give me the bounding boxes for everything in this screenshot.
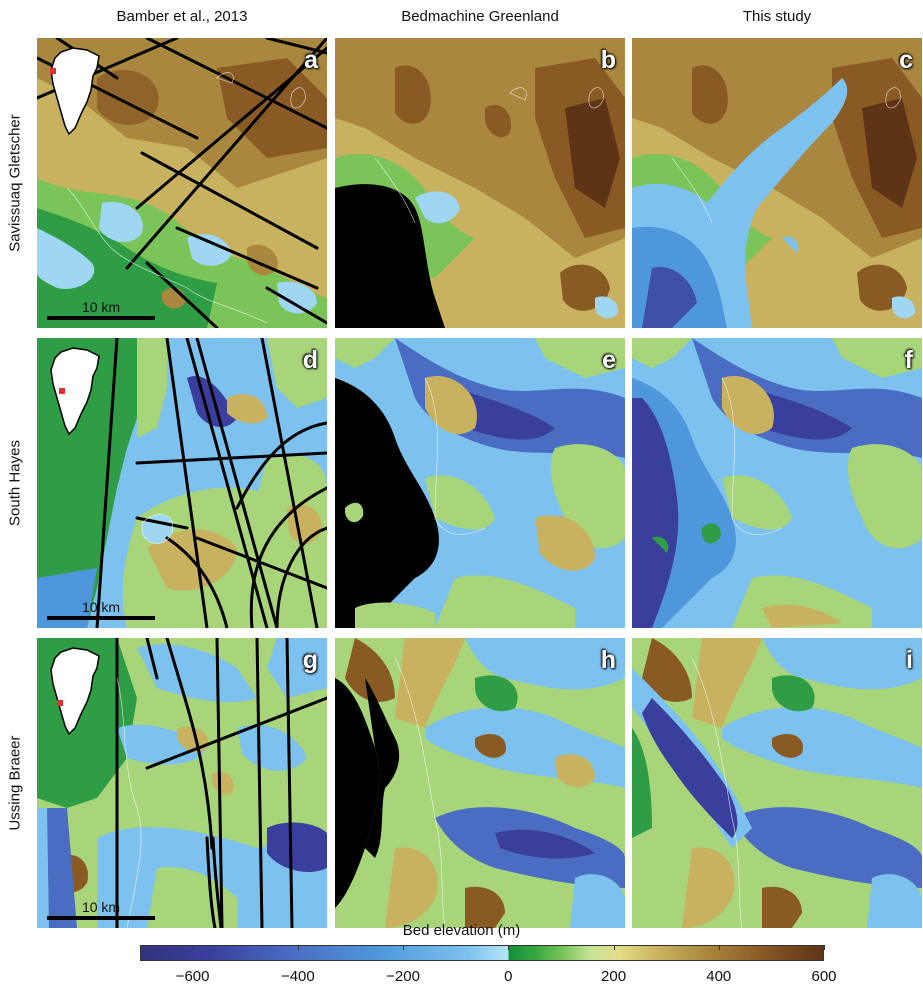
scale-bar: 10 km <box>47 599 155 620</box>
map-panel-h: h <box>335 638 625 928</box>
colorbar-tick-label: 400 <box>706 968 732 985</box>
column-title-bedmachine: Bedmachine Greenland <box>401 8 559 25</box>
map-panel-f: f <box>632 338 922 628</box>
location-marker-icon <box>57 700 63 706</box>
panel-label-d: d <box>302 346 318 374</box>
greenland-inset-icon <box>50 47 100 136</box>
colorbar-tick-label: 0 <box>504 968 513 985</box>
map-panel-e: e <box>335 338 625 628</box>
panel-label-i: i <box>906 646 913 674</box>
colorbar-tick-label: 600 <box>811 968 837 985</box>
map-panel-i: i <box>632 638 922 928</box>
map-panel-g: g 10 km <box>37 638 327 928</box>
panel-label-c: c <box>899 46 913 74</box>
panel-label-g: g <box>302 646 318 674</box>
column-title-this-study: This study <box>742 8 812 25</box>
map-panel-b: b <box>335 38 625 328</box>
panel-label-b: b <box>600 46 616 74</box>
panel-label-f: f <box>904 346 913 374</box>
scale-bar: 10 km <box>47 299 155 320</box>
map-panel-c: c <box>632 38 922 328</box>
map-panel-d: d 10 km <box>37 338 327 628</box>
colorbar-tick <box>192 945 194 950</box>
row-title-savissuaq: Savissuaq Gletscher <box>6 114 24 252</box>
greenland-inset-icon <box>50 647 100 736</box>
map-panel-a: a 10 km <box>37 38 327 328</box>
colorbar-tick <box>718 945 720 950</box>
location-marker-icon <box>50 68 56 74</box>
colorbar-tick-label: −600 <box>175 968 210 985</box>
colorbar-tick-label: −400 <box>280 968 315 985</box>
row-title-south-hayes: South Hayes <box>6 440 24 526</box>
colorbar-tick-label: 200 <box>601 968 627 985</box>
column-title-bamber: Bamber et al., 2013 <box>116 8 248 25</box>
panel-label-a: a <box>304 46 318 74</box>
colorbar-tick-label: −200 <box>386 968 420 985</box>
colorbar-title: Bed elevation (m) <box>402 922 521 939</box>
panel-label-e: e <box>602 346 616 374</box>
colorbar-tick <box>508 945 510 950</box>
row-title-ussing: Ussing Braeer <box>6 735 24 831</box>
colorbar-tick <box>403 945 405 950</box>
colorbar-tick <box>824 945 825 950</box>
colorbar-tick <box>613 945 615 950</box>
greenland-inset-icon <box>50 347 100 436</box>
panel-label-h: h <box>600 646 616 674</box>
colorbar-tick <box>297 945 299 950</box>
scale-bar: 10 km <box>47 899 155 920</box>
colorbar <box>140 945 824 961</box>
location-marker-icon <box>59 388 65 394</box>
